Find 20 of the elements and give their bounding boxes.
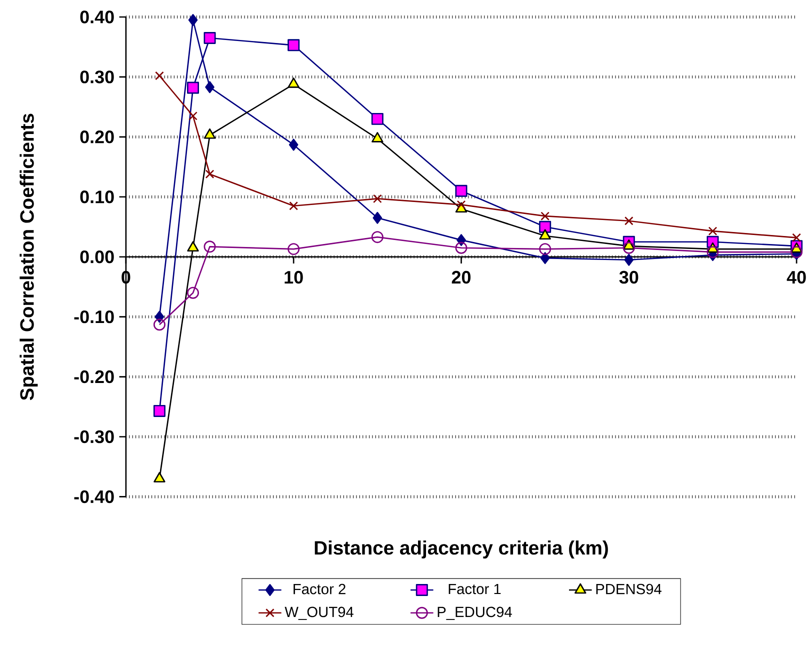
legend-label: W_OUT94: [284, 606, 354, 620]
y-tick-label: 0.20: [80, 130, 114, 144]
y-tick-label: 0.00: [80, 250, 114, 264]
y-axis-title: Spatial Correlation Coefficients: [20, 114, 38, 400]
x-axis-title: Distance adjacency criteria (km): [314, 540, 608, 559]
y-tick-label: -0.10: [74, 310, 114, 324]
y-tick-label: -0.30: [74, 430, 114, 444]
x-tick-label: 20: [452, 271, 471, 284]
legend-label: Factor 1: [448, 584, 501, 594]
y-tick-label: -0.40: [74, 490, 114, 504]
x-tick-label: 10: [284, 271, 303, 284]
y-tick-label: -0.20: [74, 370, 114, 384]
y-tick-label: 0.10: [80, 190, 114, 204]
legend-label: Factor 2: [294, 584, 346, 594]
y-tick-label: 0.40: [80, 10, 114, 24]
x-tick-label: 40: [786, 271, 806, 284]
x-tick-label: 30: [619, 271, 638, 284]
legend-label: PDENS94: [596, 584, 662, 594]
legend-label: P_EDUC94: [438, 606, 512, 620]
y-tick-label: 0.30: [80, 70, 114, 84]
